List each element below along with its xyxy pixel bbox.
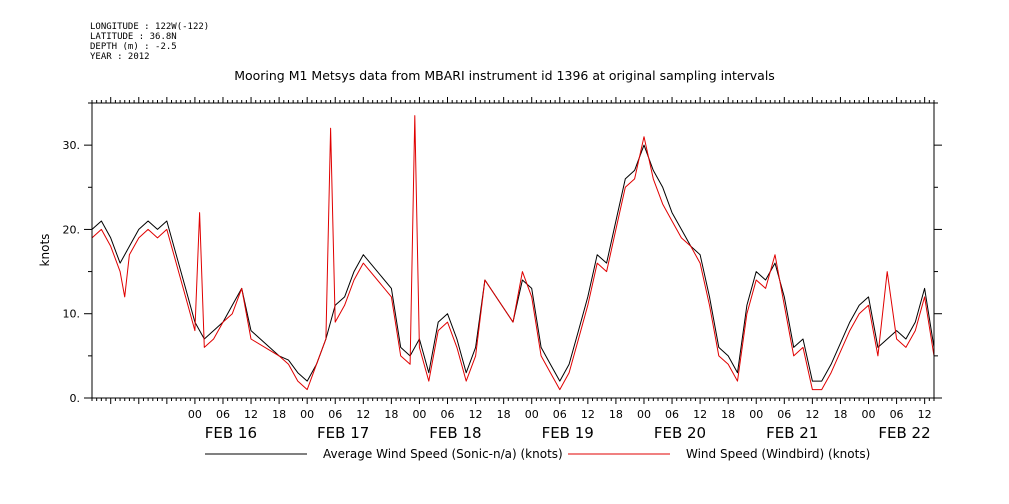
x-tick-label: 06	[777, 408, 791, 421]
x-tick-label: 12	[581, 408, 595, 421]
legend-label-windbird: Wind Speed (Windbird) (knots)	[686, 447, 870, 461]
x-tick-label: 18	[609, 408, 623, 421]
legend: Average Wind Speed (Sonic-n/a) (knots) W…	[205, 447, 870, 461]
meta-longitude: LONGITUDE : 122W(-122)	[90, 22, 210, 32]
x-date-label: FEB 16	[205, 424, 257, 442]
meta-year: YEAR : 2012	[90, 52, 150, 62]
x-tick-label: 00	[749, 408, 763, 421]
x-date-label: FEB 19	[542, 424, 594, 442]
x-tick-label: 12	[356, 408, 370, 421]
x-tick-label: 18	[272, 408, 286, 421]
meta-latitude: LATITUDE : 36.8N	[90, 32, 177, 42]
x-tick-label: 06	[553, 408, 567, 421]
x-tick-label: 00	[637, 408, 651, 421]
x-tick-label: 12	[918, 408, 932, 421]
x-tick-label: 06	[890, 408, 904, 421]
x-tick-label: 18	[721, 408, 735, 421]
x-tick-label: 00	[300, 408, 314, 421]
metadata-block: LONGITUDE : 122W(-122) LATITUDE : 36.8N …	[90, 22, 209, 62]
x-tick-label: 18	[384, 408, 398, 421]
meta-depth: DEPTH (m) : -2.5	[90, 42, 177, 52]
x-tick-label: 00	[188, 408, 202, 421]
x-date-label: FEB 20	[654, 424, 706, 442]
x-date-label: FEB 21	[766, 424, 818, 442]
x-tick-label: 06	[216, 408, 230, 421]
y-tick-label: 10.	[63, 308, 81, 321]
x-tick-label: 12	[693, 408, 707, 421]
x-tick-label: 18	[497, 408, 511, 421]
x-tick-label: 06	[441, 408, 455, 421]
x-tick-label: 00	[525, 408, 539, 421]
x-tick-label: 18	[833, 408, 847, 421]
chart-title: Mooring M1 Metsys data from MBARI instru…	[234, 68, 775, 83]
x-date-label: FEB 18	[429, 424, 481, 442]
y-tick-label: 20.	[63, 223, 81, 236]
plot-frame	[91, 102, 935, 399]
x-date-label: FEB 22	[878, 424, 930, 442]
x-tick-label: 12	[469, 408, 483, 421]
x-tick-label: 12	[244, 408, 258, 421]
legend-label-average: Average Wind Speed (Sonic-n/a) (knots)	[323, 447, 563, 461]
x-tick-label: 00	[862, 408, 876, 421]
x-tick-label: 12	[805, 408, 819, 421]
x-date-label: FEB 17	[317, 424, 369, 442]
x-tick-label: 06	[665, 408, 679, 421]
series-line-windbird	[91, 115, 935, 391]
x-tick-label: 06	[328, 408, 342, 421]
y-axis-label: knots	[38, 234, 52, 267]
y-tick-label: 30.	[63, 139, 81, 152]
series-line-average-wind	[91, 144, 935, 382]
x-tick-label: 00	[412, 408, 426, 421]
y-tick-label: 0.	[70, 392, 81, 405]
